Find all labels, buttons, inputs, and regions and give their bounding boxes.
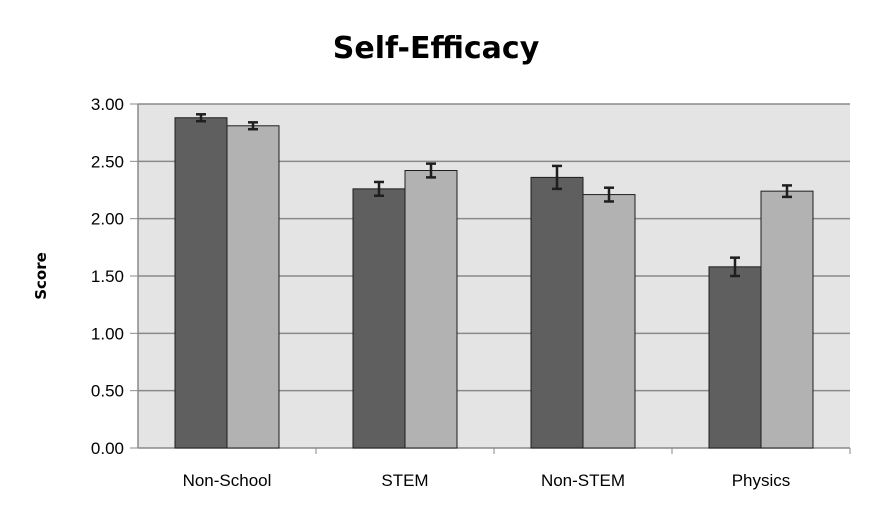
x-tick-label: Non-School (183, 471, 272, 490)
error-bar (248, 121, 258, 131)
y-tick-label: 0.00 (91, 439, 124, 458)
bar-non-stem-series-2 (582, 194, 636, 449)
x-tick-label: Physics (732, 471, 791, 490)
y-tick-label: 3.00 (91, 95, 124, 114)
bar-non-stem-series-1 (530, 176, 584, 449)
y-tick-label: 0.50 (91, 382, 124, 401)
plot-area: 0.00 0.50 1.00 1.50 2.00 2.50 3.00 Non-School ST… (91, 95, 851, 490)
error-bar (782, 184, 792, 199)
bar-physics-series-1 (708, 266, 762, 449)
x-tick-label: STEM (381, 471, 428, 490)
error-bar (730, 256, 740, 278)
error-bar (374, 180, 384, 197)
y-tick-label: 2.00 (91, 210, 124, 229)
y-tick-label: 1.00 (91, 324, 124, 343)
error-bar (552, 164, 562, 191)
error-bar (604, 186, 614, 203)
bar-non-school-series-2 (226, 125, 280, 449)
bar-stem-series-2 (404, 170, 458, 449)
bar-physics-series-2 (760, 190, 814, 449)
bar-stem-series-1 (352, 188, 406, 449)
error-bar (196, 113, 206, 123)
y-tick-label: 2.50 (91, 152, 124, 171)
x-tick-label: Non-STEM (541, 471, 625, 490)
bar-non-school-series-1 (174, 117, 228, 449)
y-tick-label: 1.50 (91, 267, 124, 286)
y-axis-label: Score (32, 252, 50, 300)
error-bar (426, 162, 436, 179)
chart-title: Self-Efficacy (333, 31, 540, 66)
